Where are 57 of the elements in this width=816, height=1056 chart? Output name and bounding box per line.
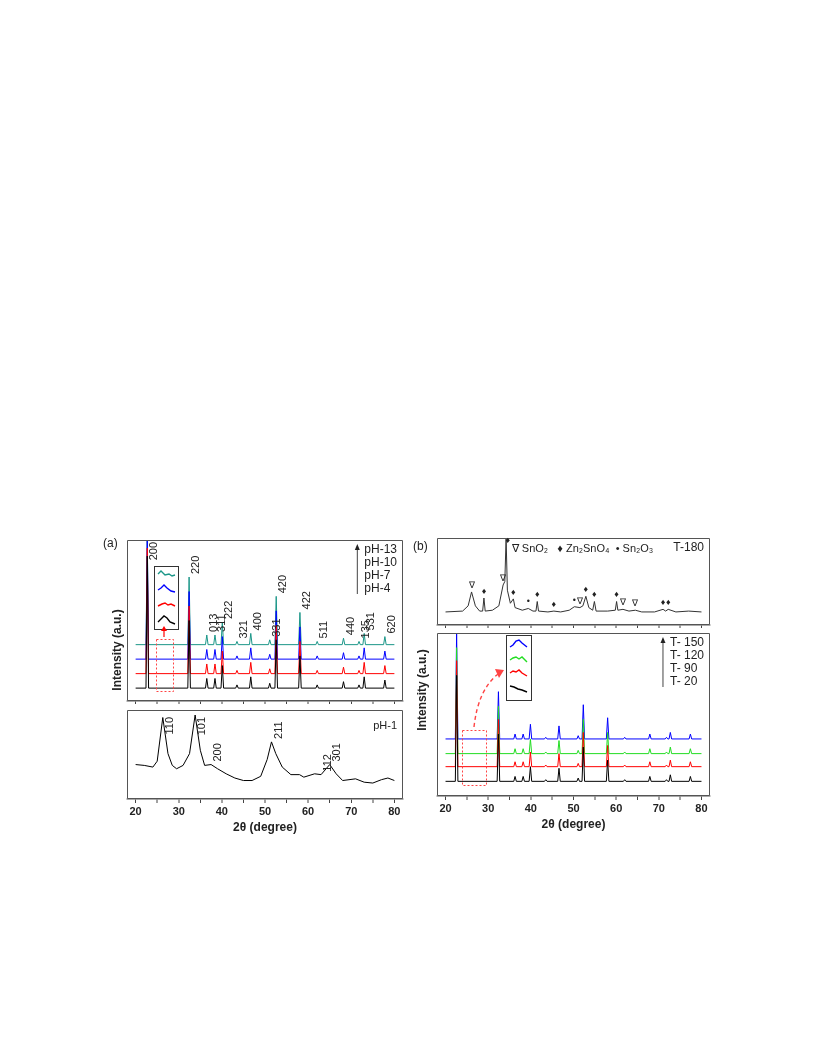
x-tick-label: 50	[258, 804, 272, 817]
annotation: ∇	[631, 598, 640, 609]
annotation: ∇	[499, 572, 508, 583]
x-tick-label: 50	[567, 801, 580, 814]
x-tick-label: 70	[652, 801, 665, 814]
annotation: ♦	[481, 586, 487, 597]
x-tick-label: 40	[215, 804, 228, 817]
x-tick-label: 80	[695, 801, 708, 814]
annotation: 321	[237, 620, 249, 639]
annotation: 331	[269, 618, 282, 637]
annotation: 200	[211, 743, 224, 762]
annotation: 511	[317, 620, 330, 639]
annotation: 440	[343, 616, 356, 636]
annotation: ∇	[618, 597, 627, 608]
x-tick-label: 40	[524, 801, 537, 814]
annotation: ∇	[575, 595, 584, 606]
y-axis-title: Intensity (a.u.)	[109, 608, 125, 693]
annotation: 112	[321, 754, 334, 772]
annotation: 200	[147, 541, 160, 561]
x-tick-label: 70	[345, 804, 358, 817]
x-tick-label: 30	[172, 804, 185, 817]
x-tick-label: 20	[129, 804, 142, 817]
annotation: 422	[299, 591, 312, 610]
annotation: ♦	[551, 599, 557, 610]
x-tick-label: 20	[439, 801, 452, 814]
annotation: •	[526, 596, 530, 607]
annotation: ♦	[534, 589, 540, 600]
annotation: 101	[195, 716, 208, 736]
annotation: pH-1	[373, 718, 397, 731]
annotation: ♦	[511, 586, 517, 597]
annotation: 420	[276, 574, 289, 594]
annotation: •	[572, 594, 576, 605]
annotation: 110	[162, 716, 175, 735]
annotation: 400	[250, 612, 263, 631]
chart-title: (b)	[413, 539, 428, 554]
annotation: T- 150 T- 120 T- 90 T- 20	[669, 635, 705, 689]
chart-title: (a)	[103, 536, 118, 551]
x-axis-title: 2θ (degree)	[541, 817, 606, 832]
x-tick-label: 60	[302, 804, 315, 817]
annotation: ♦	[592, 589, 598, 600]
annotation: pH-13 pH-10 pH-7 pH-4	[364, 542, 398, 596]
annotation: ♦	[583, 584, 589, 595]
annotation: ∇ SnO₂ ♦ Zn₂SnO₄ • Sn₂O₃	[510, 541, 654, 554]
text: T-180	[673, 540, 705, 555]
annotation: ♦	[614, 589, 620, 600]
annotation: ♦	[665, 597, 671, 608]
annotation: ∇	[467, 579, 476, 590]
annotation: 220	[189, 555, 202, 575]
annotation: ♦	[660, 597, 666, 608]
annotation: 620	[384, 615, 397, 634]
x-tick-label: 30	[482, 801, 495, 814]
annotation: 211	[271, 721, 284, 739]
x-tick-label: 60	[610, 801, 623, 814]
x-tick-label: 80	[388, 804, 401, 817]
y-axis-title: Intensity (a.u.)	[414, 648, 430, 733]
annotation: ♦	[505, 534, 511, 545]
x-axis-title: 2θ (degree)	[233, 820, 297, 835]
